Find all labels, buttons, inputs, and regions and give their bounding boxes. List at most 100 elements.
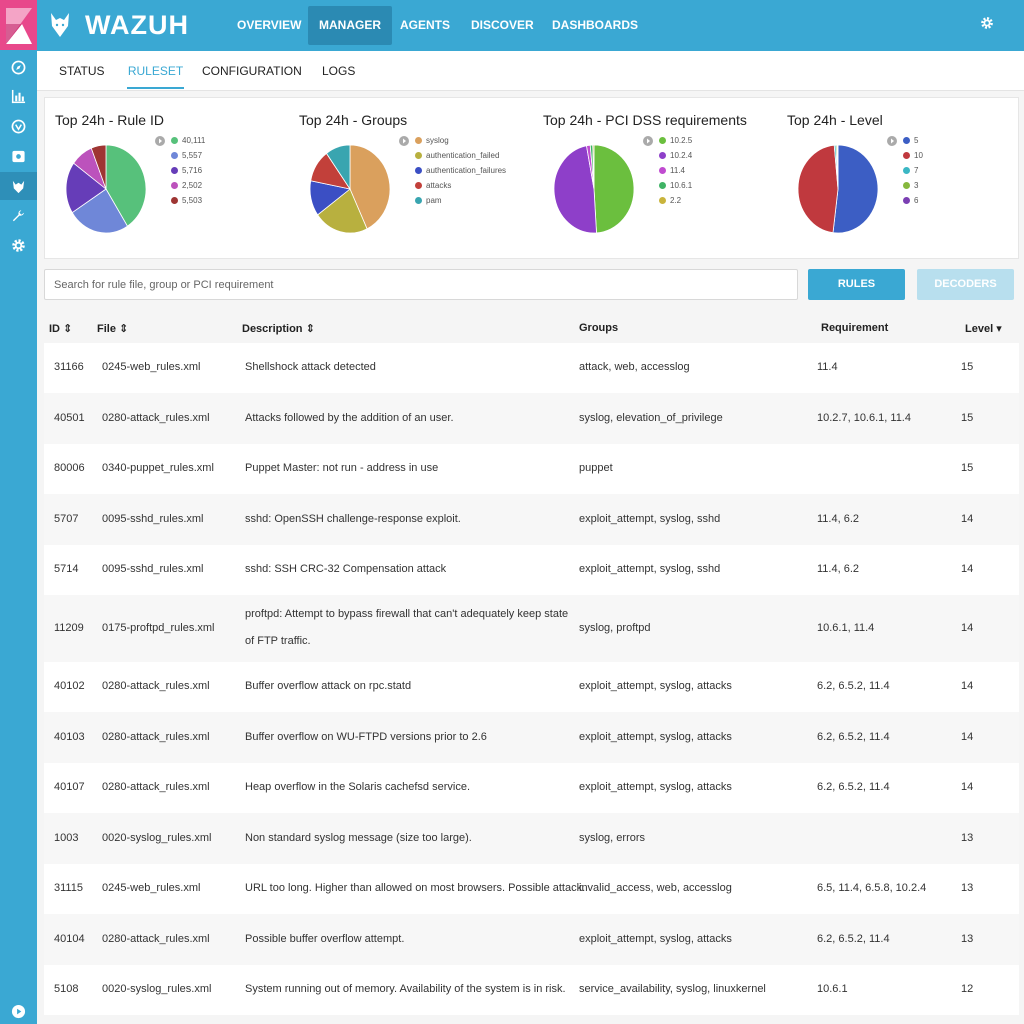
rule-description-cell: Shellshock attack detected (245, 361, 376, 373)
legend-item[interactable]: 7 (903, 163, 923, 178)
tab-status[interactable]: STATUS (59, 64, 105, 78)
legend-item[interactable]: syslog (415, 133, 506, 148)
wrench-icon[interactable] (0, 202, 37, 230)
table-row[interactable]: 31115 0245-web_rules.xml URL too long. Hig… (44, 864, 1019, 914)
pie-slice[interactable] (65, 162, 107, 214)
wazuh-icon[interactable] (0, 172, 37, 200)
pie-slice[interactable] (836, 144, 839, 190)
tab-ruleset[interactable]: RULESET (127, 51, 184, 89)
legend-item[interactable]: 40,111 (171, 133, 205, 148)
rule-requirement-cell: 11.4, 6.2 (817, 563, 859, 575)
pie-slice[interactable] (349, 144, 391, 230)
settings-gear-icon[interactable] (980, 16, 994, 35)
table-row[interactable]: 1003 0020-syslog_rules.xml Non standard sy… (44, 813, 1019, 864)
gear-icon[interactable] (0, 231, 37, 259)
pie-chart[interactable] (553, 144, 635, 234)
legend-item[interactable]: 5,503 (171, 193, 205, 208)
table-row[interactable]: 40104 0280-attack_rules.xml Possible buffe… (44, 914, 1019, 965)
col-description[interactable]: Description ⇕ (242, 323, 315, 335)
table-row[interactable]: 5714 0095-sshd_rules.xml sshd: SSH CRC-32 … (44, 545, 1019, 595)
rule-requirement-cell: 6.5, 11.4, 6.5.8, 10.2.4 (817, 882, 927, 894)
pie-slice[interactable] (90, 144, 107, 190)
legend-label: 5,716 (182, 166, 203, 175)
legend-label: 10.2.4 (670, 151, 693, 160)
legend-item[interactable]: 2,502 (171, 178, 205, 193)
pie-chart[interactable] (309, 144, 391, 234)
legend-item[interactable]: attacks (415, 178, 506, 193)
kibana-logo-icon[interactable] (0, 0, 37, 50)
legend-item[interactable]: 11.4 (659, 163, 692, 178)
col-id[interactable]: ID ⇕ (49, 323, 73, 335)
pie-slice[interactable] (832, 144, 879, 234)
table-row[interactable]: 40107 0280-attack_rules.xml Heap overflow … (44, 763, 1019, 813)
nav-discover[interactable]: DISCOVER (471, 18, 534, 32)
legend-item[interactable]: 10.6.1 (659, 178, 692, 193)
chart-title: Top 24h - Level (787, 112, 883, 128)
table-row[interactable]: 40103 0280-attack_rules.xml Buffer overflo… (44, 712, 1019, 763)
pie-slice[interactable] (325, 144, 351, 191)
decoders-button[interactable]: DECODERS (917, 269, 1014, 300)
pie-slice[interactable] (592, 144, 595, 190)
legend-item[interactable]: authentication_failures (415, 163, 506, 178)
legend-toggle-icon[interactable] (643, 136, 653, 146)
pie-chart[interactable] (797, 144, 879, 234)
chart-groups: Top 24h - Groups syslog authentication_fa… (289, 98, 529, 258)
legend-toggle-icon[interactable] (399, 136, 409, 146)
pie-slice[interactable] (71, 188, 128, 234)
bar-chart-icon[interactable] (0, 82, 37, 110)
chart-legend: 10.2.5 10.2.4 11.4 10.6.1 2.2 (643, 133, 692, 208)
rule-requirement-cell: 11.4, 6.2 (817, 513, 859, 525)
legend-color-icon (415, 167, 422, 174)
legend-item[interactable]: pam (415, 193, 506, 208)
legend-toggle-icon[interactable] (155, 136, 165, 146)
legend-item[interactable]: authentication_failed (415, 148, 506, 163)
table-row[interactable]: 5707 0095-sshd_rules.xml sshd: OpenSSH cha… (44, 494, 1019, 545)
manager-subtabs: STATUS RULESET CONFIGURATION LOGS (37, 51, 1024, 91)
pie-slice[interactable] (553, 145, 597, 234)
table-row[interactable]: 31166 0245-web_rules.xml Shellshock attack… (44, 343, 1019, 393)
brand[interactable]: WAZUH (49, 11, 189, 39)
legend-item[interactable]: 5,557 (171, 148, 205, 163)
rule-requirement-cell: 10.2.7, 10.6.1, 11.4 (817, 412, 911, 424)
tab-logs[interactable]: LOGS (322, 64, 356, 78)
table-row[interactable]: 40102 0280-attack_rules.xml Buffer overflo… (44, 662, 1019, 712)
legend-label: attacks (426, 181, 452, 190)
nav-overview[interactable]: OVERVIEW (237, 18, 302, 32)
legend-item[interactable]: 2.2 (659, 193, 692, 208)
rules-button[interactable]: RULES (808, 269, 905, 300)
tab-configuration[interactable]: CONFIGURATION (202, 64, 302, 78)
legend-item[interactable]: 5 (903, 133, 923, 148)
legend-toggle-icon[interactable] (887, 136, 897, 146)
nav-dashboards[interactable]: DASHBOARDS (552, 18, 639, 32)
table-row[interactable]: 5108 0020-syslog_rules.xml System running … (44, 965, 1019, 1015)
pie-slice[interactable] (593, 144, 635, 234)
nav-manager[interactable]: MANAGER (308, 6, 392, 45)
legend-item[interactable]: 3 (903, 178, 923, 193)
col-file[interactable]: File ⇕ (97, 323, 129, 335)
compass-icon[interactable] (0, 53, 37, 81)
nav-agents[interactable]: AGENTS (400, 18, 451, 32)
legend-color-icon (903, 182, 910, 189)
pie-slice[interactable] (797, 144, 839, 234)
rule-requirement-cell: 6.2, 6.5.2, 11.4 (817, 933, 890, 945)
table-row[interactable]: 40501 0280-attack_rules.xml Attacks follow… (44, 393, 1019, 444)
rule-groups-cell: puppet (579, 462, 613, 474)
table-row[interactable]: 11209 0175-proftpd_rules.xml proftpd: Atte… (44, 595, 1019, 662)
legend-item[interactable]: 6 (903, 193, 923, 208)
legend-item[interactable]: 10.2.4 (659, 148, 692, 163)
table-row[interactable]: 80006 0340-puppet_rules.xml Puppet Master:… (44, 444, 1019, 494)
top-charts-panel: Top 24h - Rule ID 40,111 5,557 5,716 2,502 5… (44, 97, 1019, 259)
legend-label: 10 (914, 151, 923, 160)
legend-label: 3 (914, 181, 919, 190)
top-navbar: WAZUH OVERVIEW MANAGER AGENTS DISCOVER D… (37, 0, 1024, 51)
legend-item[interactable]: 5,716 (171, 163, 205, 178)
shield-icon[interactable] (0, 112, 37, 140)
dashboard-icon[interactable] (0, 142, 37, 170)
play-icon[interactable] (0, 997, 37, 1024)
pie-slice[interactable] (317, 188, 368, 234)
col-level[interactable]: Level ▾ (965, 323, 1002, 335)
search-input[interactable] (44, 269, 798, 300)
pie-chart[interactable] (65, 144, 147, 234)
legend-item[interactable]: 10 (903, 148, 923, 163)
legend-item[interactable]: 10.2.5 (659, 133, 692, 148)
